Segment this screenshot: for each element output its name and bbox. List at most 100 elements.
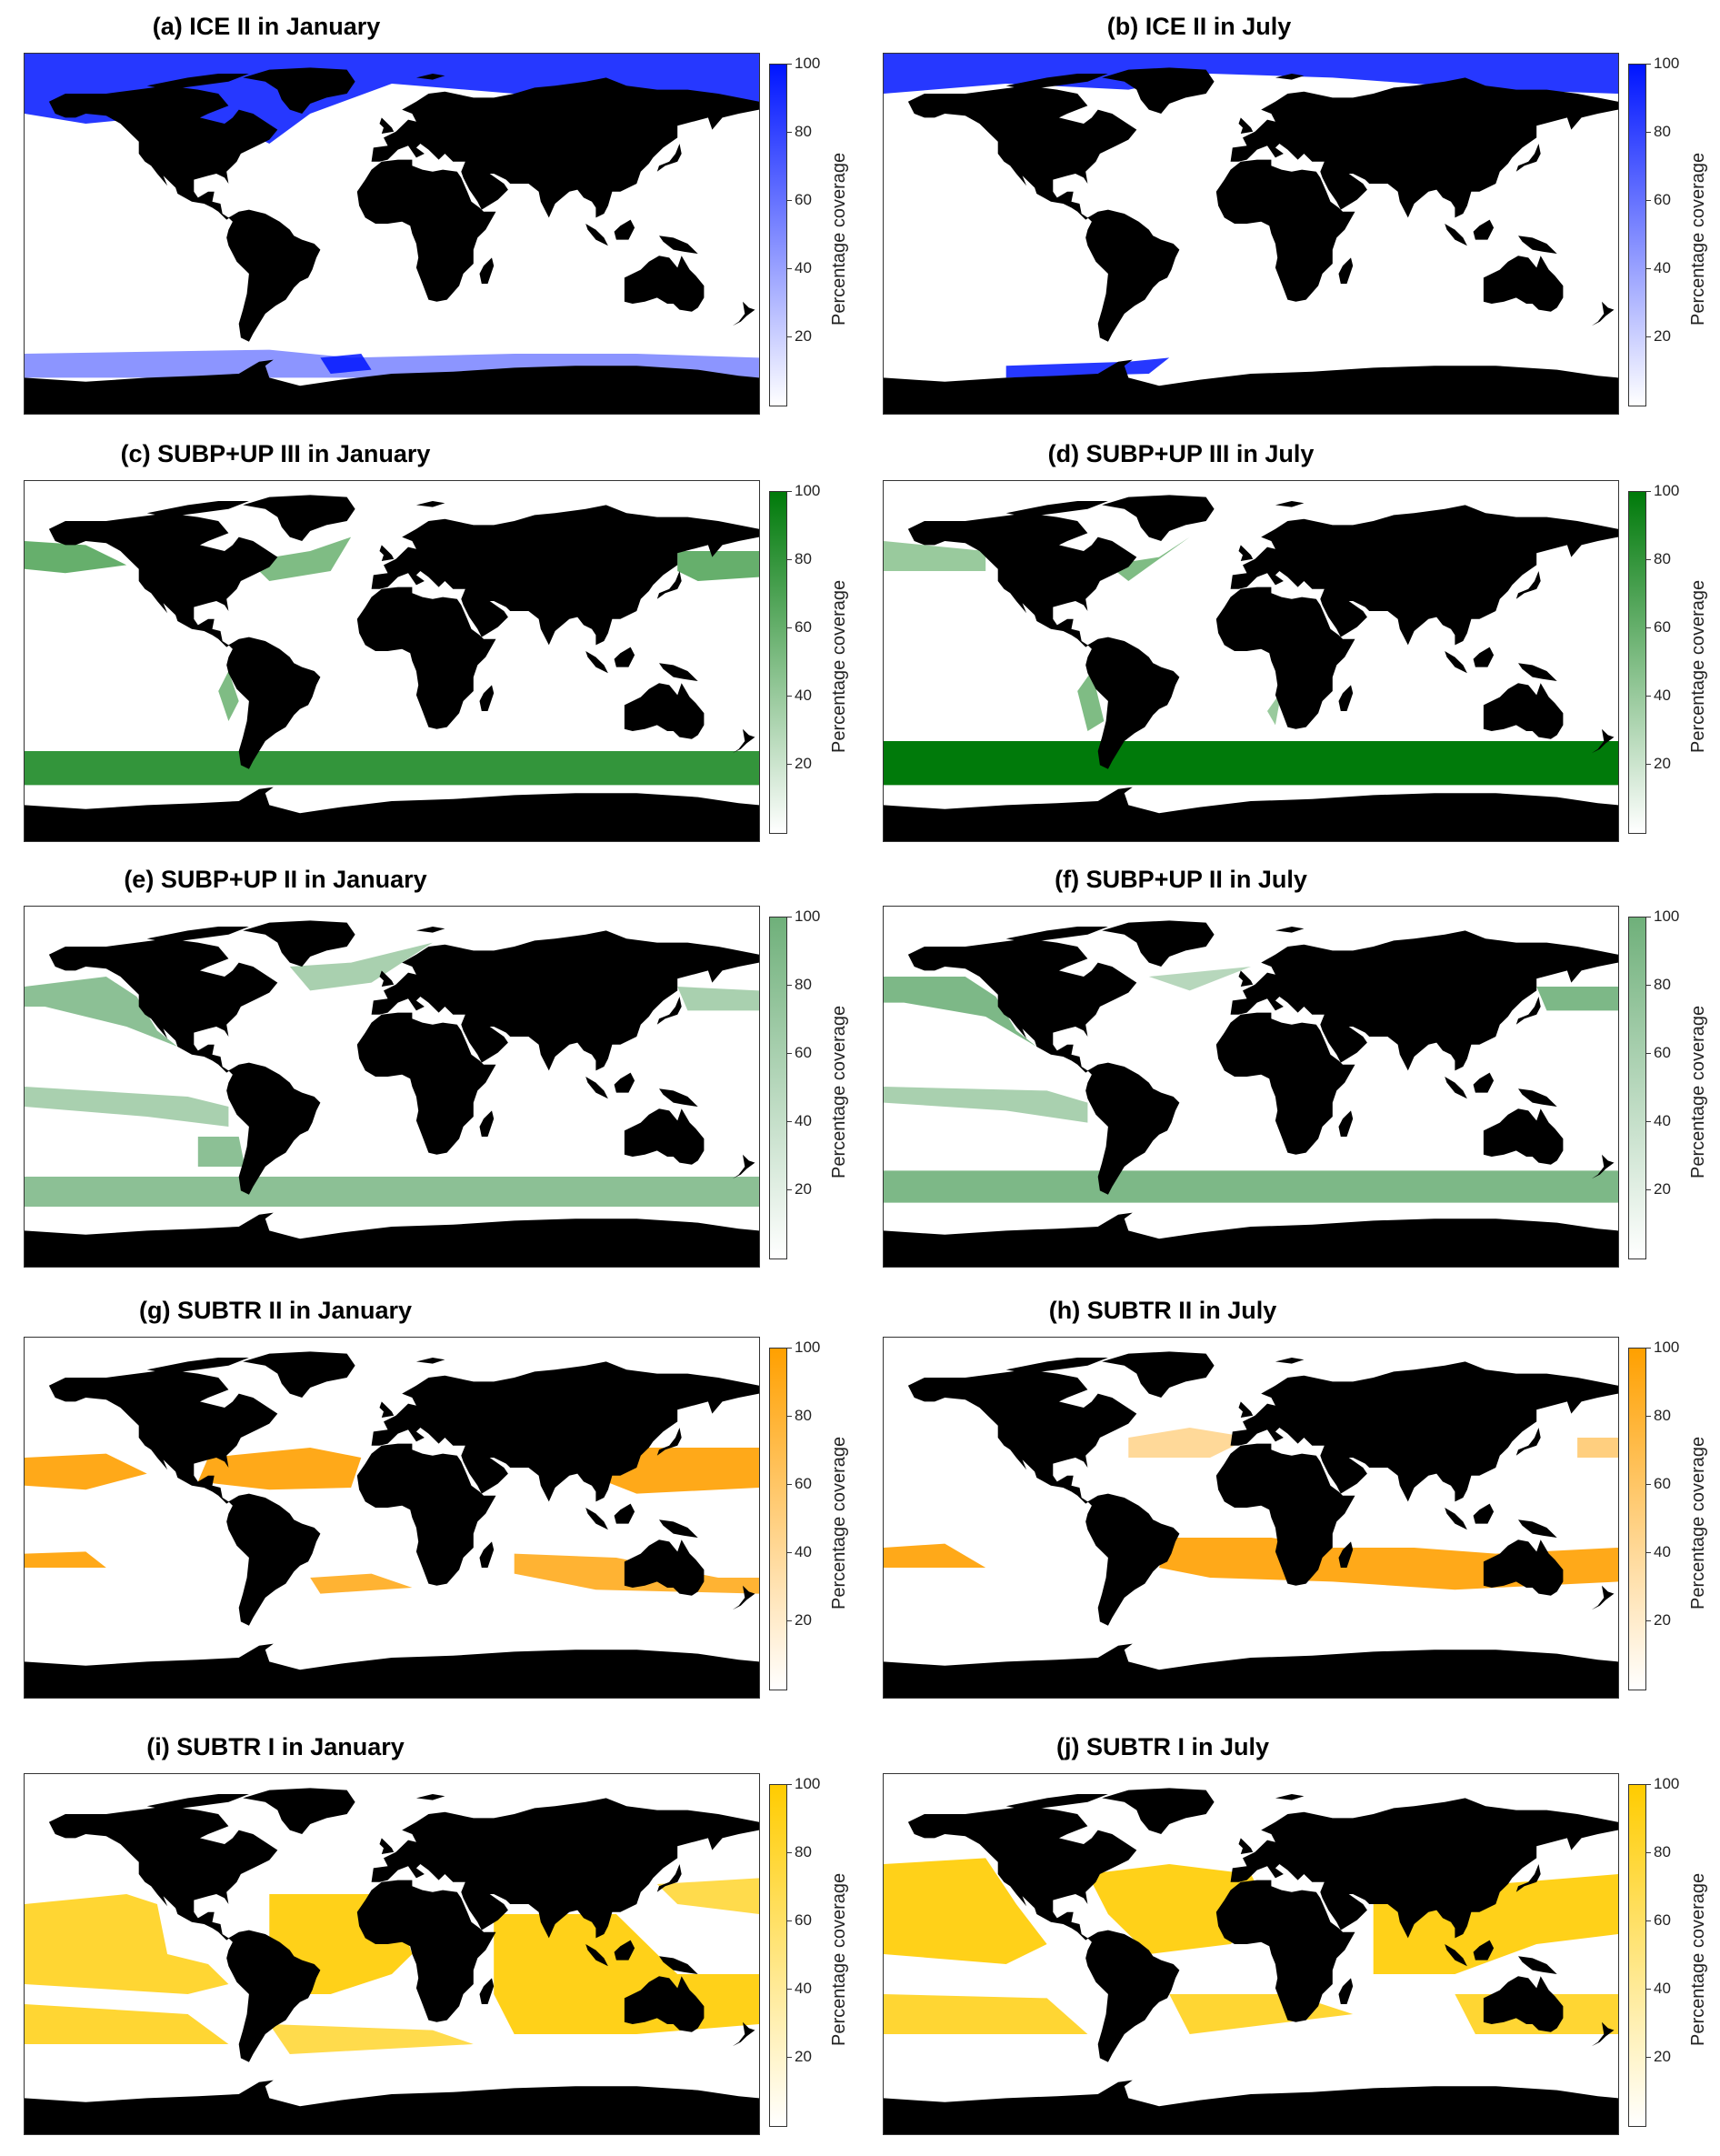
world-map-svg (25, 1338, 759, 1698)
colorbar-tick-label: 20 (1654, 755, 1671, 772)
coverage-region (677, 551, 759, 581)
coverage-region (25, 1894, 229, 1994)
land-greenland (243, 1788, 355, 1834)
land-eurasia (1230, 930, 1618, 1071)
colorbar-label: Percentage coverage (829, 1436, 849, 1609)
land-uk (1238, 117, 1254, 134)
land-borneo (1473, 1503, 1495, 1524)
colorbar-tick-mark (1645, 559, 1651, 560)
colorbar-tick-mark (786, 1053, 792, 1054)
map (24, 1337, 760, 1699)
colorbar-tick-mark (786, 336, 792, 337)
colorbar-tick-label: 80 (795, 1407, 812, 1424)
world-map-svg (25, 481, 759, 841)
colorbar-tick-mark (1645, 1552, 1651, 1553)
coverage-region (1077, 671, 1105, 731)
colorbar-tick-mark (1645, 1784, 1651, 1785)
panel-title: (i) SUBTR I in January (146, 1733, 405, 1760)
colorbar-tick-mark (786, 1348, 792, 1349)
colorbar-tick-label: 20 (795, 1611, 812, 1629)
land-north-america (48, 513, 278, 647)
colorbar-tick-mark (786, 1784, 792, 1785)
coverage-region (25, 1453, 147, 1490)
colorbar-tick-label: 100 (795, 482, 821, 499)
colorbar (1628, 1784, 1646, 2127)
land-australia (624, 1108, 705, 1165)
land-uk (379, 970, 395, 987)
panel-b: (b) ICE II in July 100 80 60 40 20 Percentage… (860, 0, 1720, 427)
land-north-america (48, 85, 278, 220)
land-uk (1238, 970, 1254, 987)
land-arabia-east-asia-islands (585, 1077, 608, 1099)
colorbar-tick-mark (1645, 1121, 1651, 1122)
colorbar-label: Percentage coverage (1688, 1005, 1708, 1178)
land-eurasia (1230, 1798, 1618, 1939)
land-uk (379, 545, 395, 561)
colorbar-tick-label: 80 (795, 976, 812, 993)
colorbar-tick-label: 100 (795, 1775, 821, 1792)
colorbar-tick-mark (786, 491, 792, 492)
land-scandinavia-svalbard (415, 501, 445, 507)
colorbar-tick-label: 80 (1654, 123, 1671, 140)
colorbar-tick-mark (786, 132, 792, 133)
land-eurasia (371, 1361, 759, 1502)
land-greenland (1102, 67, 1215, 114)
land-greenland (1102, 920, 1215, 967)
land-borneo (614, 1940, 635, 1960)
world-map-svg (25, 54, 759, 414)
colorbar-tick-mark (786, 1920, 792, 1921)
colorbar-tick-label: 80 (1654, 1407, 1671, 1424)
colorbar-tick-mark (786, 64, 792, 65)
colorbar-tick-mark (1645, 1920, 1651, 1921)
colorbar (1628, 64, 1646, 406)
world-map-svg (25, 907, 759, 1267)
colorbar-tick-mark (1645, 1189, 1651, 1190)
land-africa (1215, 1443, 1355, 1586)
colorbar (1628, 491, 1646, 834)
land-eurasia (1230, 1361, 1618, 1502)
land-japan (1515, 997, 1541, 1025)
colorbar-tick-label: 20 (1654, 1180, 1671, 1198)
colorbar-tick-label: 40 (795, 1980, 812, 1997)
colorbar-tick-label: 100 (1654, 482, 1680, 499)
colorbar-tick-mark (786, 764, 792, 765)
land-madagascar (479, 1110, 495, 1137)
land-new-guinea (659, 1088, 698, 1107)
world-map-svg (884, 481, 1618, 841)
map (24, 906, 760, 1268)
colorbar-tick-mark (1645, 1989, 1651, 1990)
land-north-america (48, 1806, 278, 1940)
colorbar-tick-mark (1645, 336, 1651, 337)
land-borneo (1473, 1940, 1495, 1960)
land-north-america (907, 1369, 1137, 1504)
colorbar (769, 64, 787, 406)
colorbar-tick-label: 100 (1654, 55, 1680, 72)
land-africa (1215, 587, 1355, 729)
coverage-region (25, 541, 127, 574)
map (883, 480, 1619, 842)
land-antarctica (25, 2080, 759, 2134)
panel-title: (h) SUBTR II in July (1048, 1297, 1277, 1324)
land-africa (356, 159, 496, 302)
land-scandinavia-svalbard (1275, 501, 1305, 507)
land-south-america (226, 1062, 321, 1195)
land-scandinavia-svalbard (1275, 927, 1305, 933)
land-arctic-islands (1005, 1794, 1108, 1810)
colorbar-tick-label: 60 (1654, 618, 1671, 636)
land-new-zealand (1591, 301, 1615, 326)
land-new-zealand (1591, 728, 1615, 754)
land-north-america (907, 1806, 1137, 1940)
land-borneo (1473, 647, 1495, 667)
land-arabia-east-asia-islands (1445, 1508, 1467, 1530)
colorbar-label: Percentage coverage (1688, 1872, 1708, 2046)
coverage-region (884, 977, 1037, 1047)
colorbar-tick-mark (786, 200, 792, 201)
colorbar-tick-mark (786, 1121, 792, 1122)
land-australia (624, 683, 705, 739)
colorbar-tick-mark (786, 1989, 792, 1990)
land-borneo (1473, 1072, 1495, 1093)
panel-f: (f) SUBP+UP II in July 100 80 60 40 20 Percen… (860, 855, 1720, 1282)
land-new-guinea (1518, 1519, 1557, 1538)
colorbar-tick-label: 40 (1654, 1980, 1671, 1997)
